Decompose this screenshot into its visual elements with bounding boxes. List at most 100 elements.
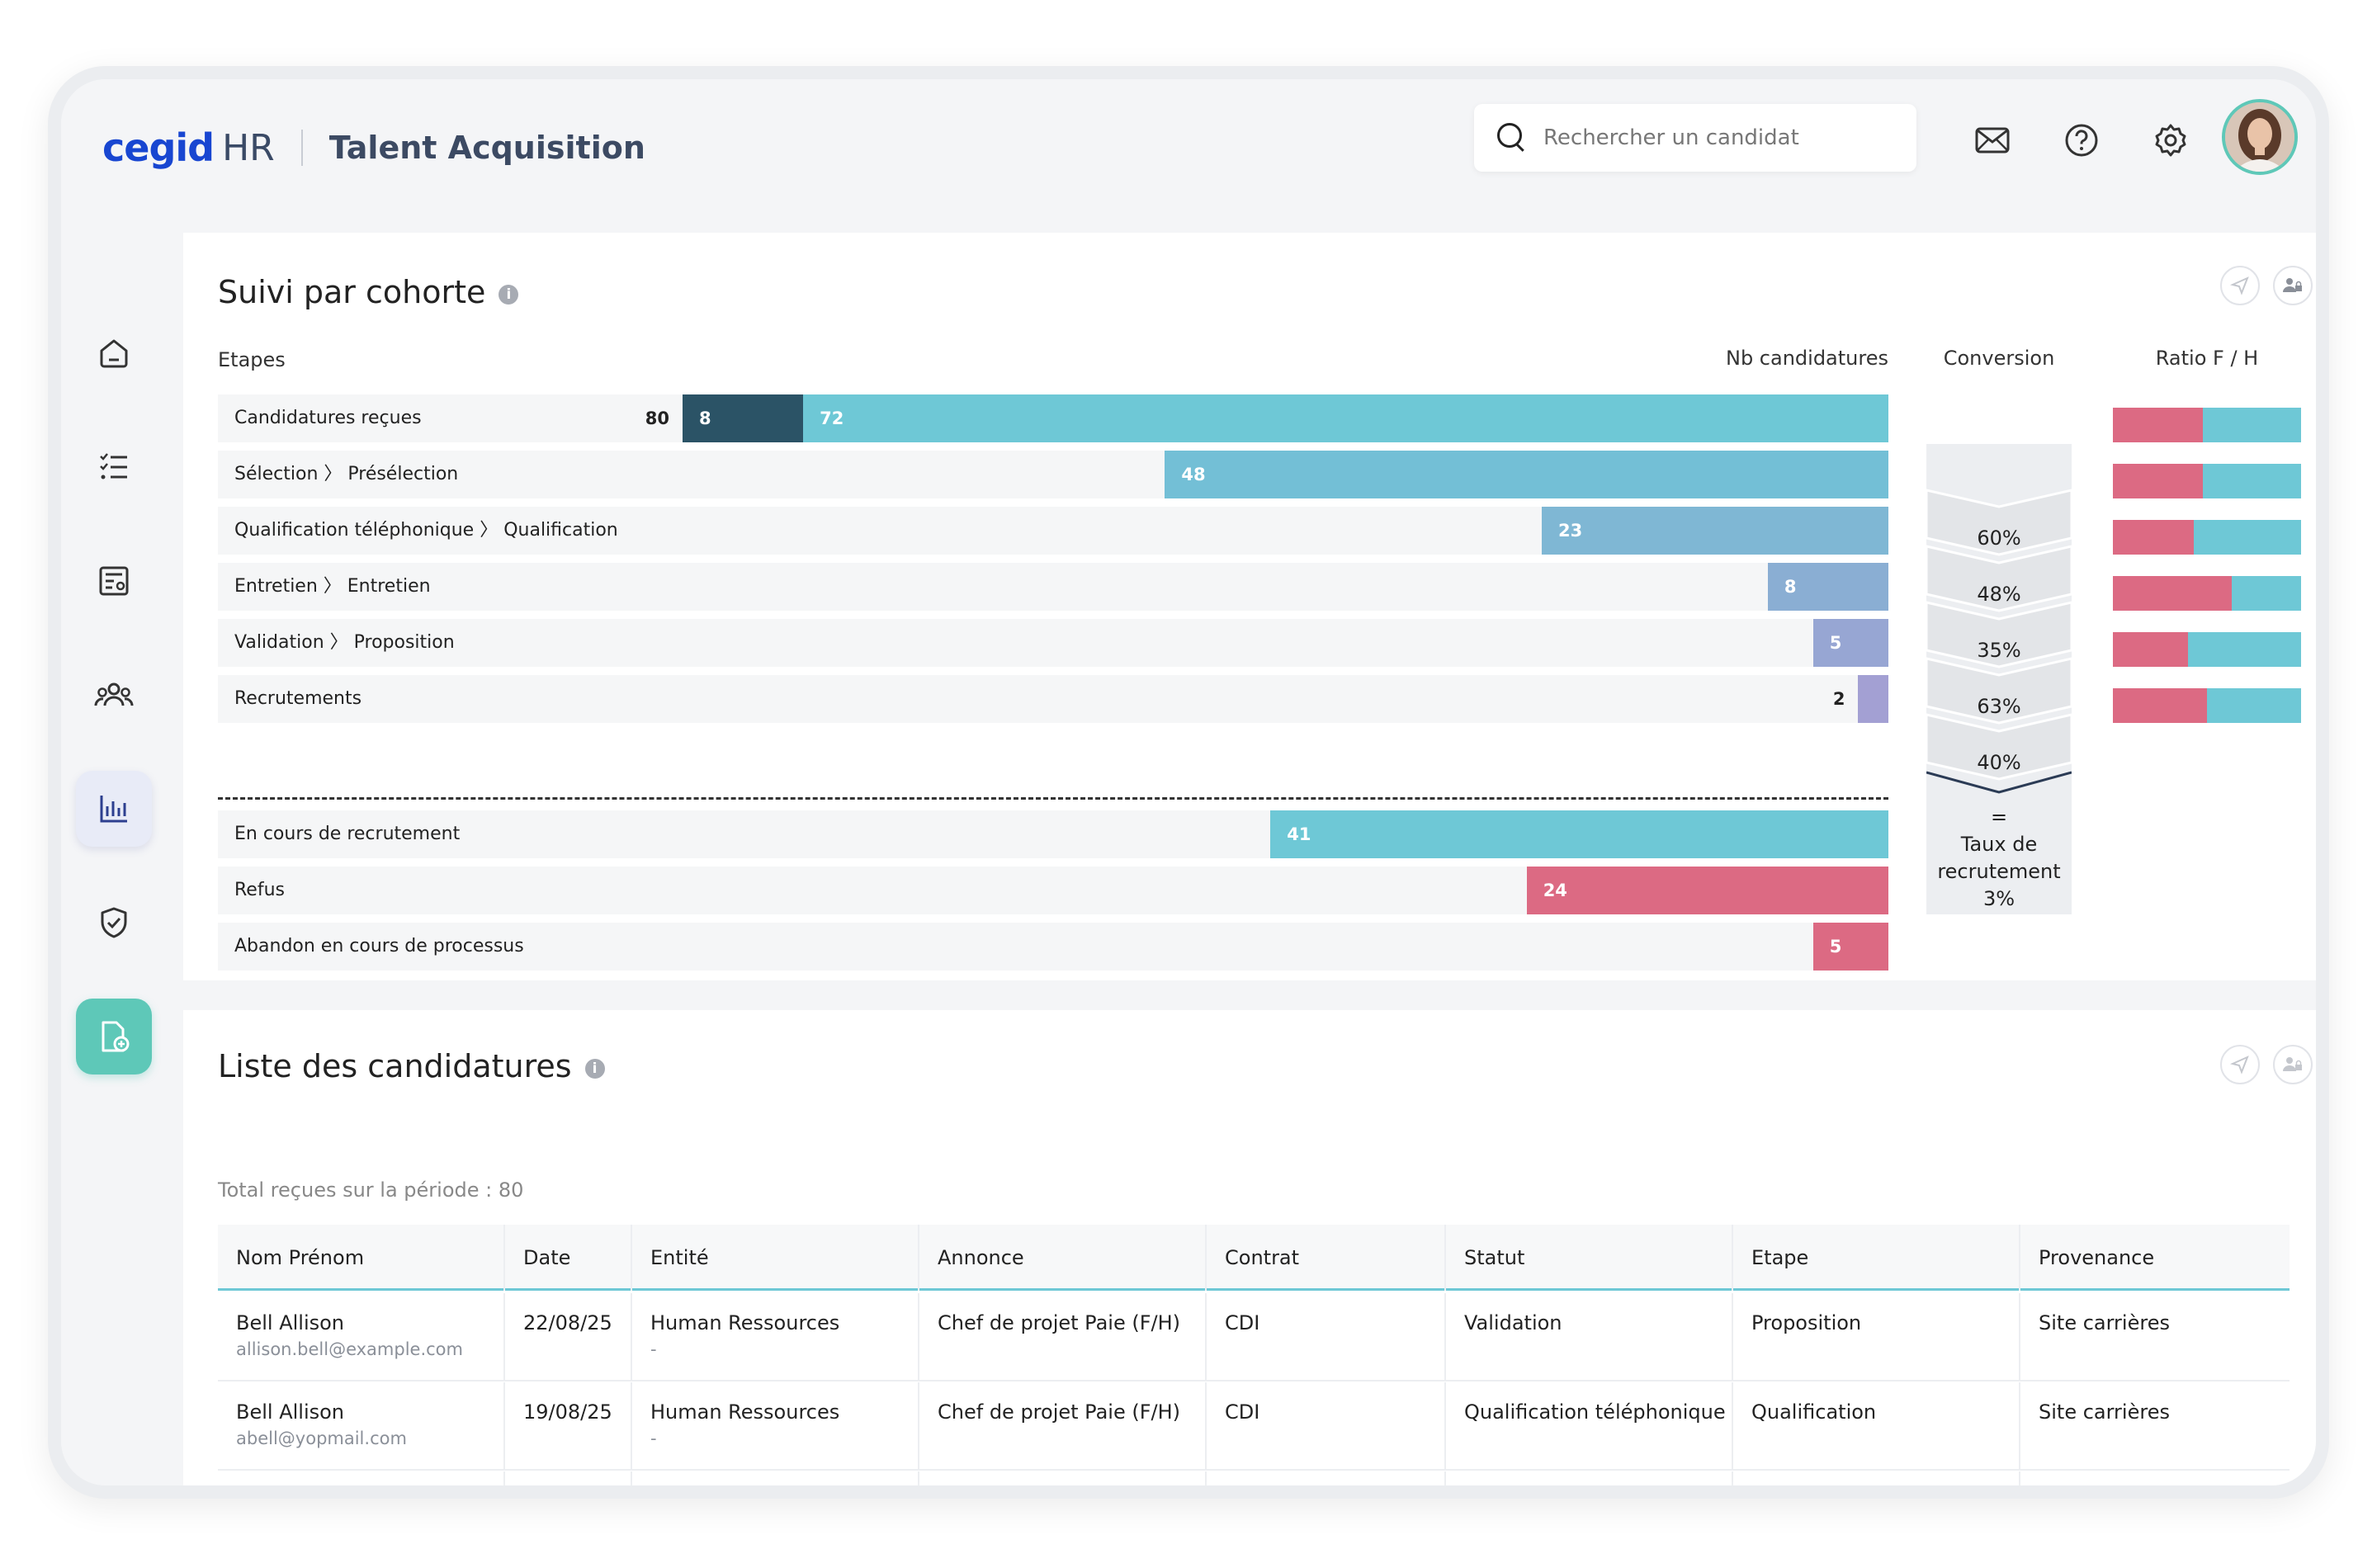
funnel-bar-prefix[interactable]: 8 [683,394,804,442]
info-icon[interactable]: i [1817,1491,1838,1499]
final-label-1: Taux de [1960,833,2038,856]
user-lock-icon[interactable] [2273,266,2313,305]
table-cell: Refus [1446,1471,1733,1499]
cell-text: Fornaro Rodolphe [236,1490,410,1499]
funnel-bar[interactable] [1858,675,1888,723]
table-cell: Chef de projet Paie (F/H) [919,1293,1207,1381]
shield-check-icon[interactable] [76,885,152,961]
brand-suffix: HR [222,126,275,169]
app-logo[interactable]: cegid HR Talent Acquisition [102,119,645,177]
info-icon[interactable]: i [584,1058,605,1079]
ratio-bar [2113,632,2301,667]
top-header: cegid HR Talent Acquisition [61,79,2316,220]
list-icon[interactable] [76,429,152,505]
funnel-bar[interactable]: 8 [1767,563,1888,611]
cell-text: Human Ressources [650,1311,840,1334]
table-cell: Chef de projet Paie (F/H) [919,1471,1207,1499]
funnel-bar[interactable]: 23 [1541,507,1888,555]
table-cell: Refusi- [1733,1471,2020,1499]
ratio-male [2188,632,2301,667]
cell-text: Salon [2039,1490,2094,1499]
user-lock-icon[interactable] [2273,1045,2313,1084]
column-header[interactable]: Etape [1733,1225,2020,1291]
funnel-bar[interactable]: 24 [1526,867,1888,914]
cell-text: Human Ressources [650,1400,840,1424]
cell-value: Qualification téléphonique [1464,1400,1732,1424]
funnel-total: 80 [645,409,669,428]
sidebar [61,220,177,1485]
home-icon[interactable] [76,315,152,391]
funnel-bar[interactable]: 5 [1812,619,1888,667]
col-conversion: Conversion [1943,347,2055,370]
chart-icon[interactable] [76,771,152,847]
forms-icon[interactable] [76,543,152,619]
cell-value: CDI [1225,1490,1444,1499]
cell-subtext: - [650,1429,657,1448]
bottom-fade [183,1481,2316,1485]
table-row[interactable]: Bell Allison allison.bell@example.com 22/0… [218,1293,2290,1381]
ratio-female [2113,464,2204,498]
search-box [1474,104,1916,172]
ratio-female [2113,520,2195,555]
cell-value: Human Ressources [650,1311,918,1334]
app-screen: cegid HR Talent Acquisition [61,79,2316,1485]
conversion-value: 40% [1977,751,2021,774]
column-header[interactable]: Date [505,1225,632,1291]
team-icon[interactable] [76,657,152,733]
device-frame: cegid HR Talent Acquisition [48,66,2329,1499]
table-cell: Site carrières [2020,1293,2290,1381]
column-header[interactable]: Contrat [1207,1225,1446,1291]
funnel-row[interactable] [218,619,1888,667]
user-avatar[interactable] [2222,99,2298,175]
table-row[interactable]: Fornaro Rodolpherodfornaro@yopmail.com 22… [218,1471,2290,1499]
help-icon[interactable] [2063,122,2100,158]
cohort-actions [2220,266,2313,305]
cell-value: Refus [1464,1490,1732,1499]
brand-name: cegid [102,125,215,170]
column-header[interactable]: Statut [1446,1225,1733,1291]
search-input[interactable] [1543,125,1890,150]
cell-text: CDI [1225,1400,1260,1424]
cell-value: 22/08/25 [523,1311,631,1334]
cell-subtext: abell@yopmail.com [236,1429,407,1448]
column-header[interactable]: Entité [632,1225,919,1291]
list-actions [2220,1045,2313,1084]
funnel-bar[interactable]: 41 [1270,810,1888,858]
cell-text: Chef de projet Paie (F/H) [938,1311,1180,1334]
table-row[interactable]: Bell Allison abell@yopmail.com 19/08/25 Hum… [218,1382,2290,1471]
table-cell: Qualification téléphonique [1446,1382,1733,1471]
document-add-icon[interactable] [76,999,152,1074]
funnel-bar[interactable]: 72 [803,394,1888,442]
cell-value: Chef de projet Paie (F/H) [938,1490,1205,1499]
funnel-row[interactable] [218,563,1888,611]
info-icon[interactable]: i [499,284,519,305]
column-header[interactable]: Nom Prénom [218,1225,505,1291]
column-header[interactable]: Annonce [919,1225,1207,1291]
column-header[interactable]: Provenance [2039,1246,2155,1269]
funnel-row[interactable] [218,675,1888,723]
send-icon[interactable] [2220,266,2260,305]
cell-text: CDI [1225,1311,1260,1334]
table-cell: Human Ressources- [632,1471,919,1485]
cell-value: CDI [1225,1311,1444,1334]
ratio-female [2113,408,2204,442]
conversion-value: 60% [1977,527,2021,550]
cell-value: Human Ressources [650,1400,918,1424]
settings-icon[interactable] [2153,122,2189,158]
table-header: Nom Prénom Date Entité Annonce Contrat Statut… [218,1225,2290,1291]
logo-divider [300,130,303,166]
funnel-bar[interactable]: 48 [1165,451,1888,498]
cell-value: Bell Allison [236,1311,503,1334]
cell-text: 19/08/25 [523,1400,612,1424]
send-icon[interactable] [2220,1045,2260,1084]
mail-icon[interactable] [1974,122,2011,158]
cell-value: 22/10/24 [523,1490,631,1499]
ratio-female [2113,688,2207,723]
funnel-row-label: En cours de recrutement [234,824,461,844]
table-cell: Site carrières [2020,1382,2290,1471]
funnel-bar[interactable]: 5 [1812,923,1888,971]
cell-value: Validation [1464,1311,1732,1334]
funnel-row[interactable] [218,923,1888,971]
cell-text: Qualification téléphonique [1464,1400,1726,1424]
cell-value: Salon [2039,1490,2290,1499]
